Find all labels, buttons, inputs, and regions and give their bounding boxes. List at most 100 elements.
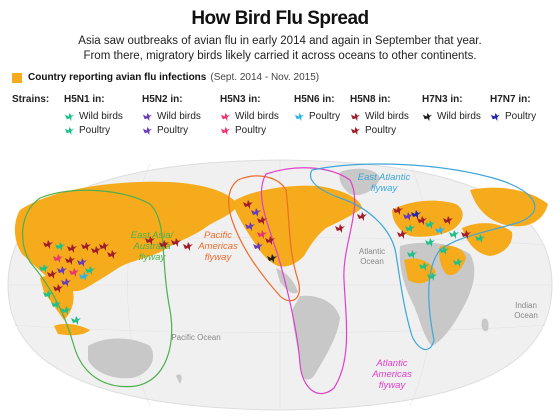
- east-asia-flyway: [22, 189, 173, 388]
- outbreak-bird-marker: [257, 230, 267, 239]
- bird-icon: [350, 112, 361, 121]
- pacific-ocean-label: Pacific Ocean: [171, 333, 220, 342]
- pacific-flyway-label-1: Pacific: [204, 230, 232, 241]
- strain-host-label: Wild birds: [79, 110, 123, 122]
- strain-host-row: Wild birds: [350, 109, 409, 123]
- outbreak-bird-marker: [425, 238, 435, 247]
- atlantic-flyway-label: Atlantic Americas flyway: [371, 358, 412, 391]
- strain-host-row: Poultry: [350, 123, 409, 137]
- outbreak-bird-marker: [57, 266, 67, 275]
- atlantic-ocean-label-2: Ocean: [360, 257, 384, 266]
- bird-icon: [220, 112, 231, 121]
- infection-legend: Country reporting avian flu infections (…: [12, 72, 319, 83]
- east-asia-flyway-label: East Asia/ Australia flyway: [131, 230, 175, 263]
- outbreak-bird-marker: [53, 284, 63, 293]
- strain-host-row: Poultry: [220, 123, 279, 137]
- central-america: [276, 268, 298, 294]
- pacific-americas-flyway: [228, 175, 300, 302]
- strain-host-label: Wild birds: [365, 110, 409, 122]
- pacific-flyway-label-2: Americas: [197, 241, 238, 252]
- strain-host-row: Poultry: [142, 123, 201, 137]
- outbreak-bird-marker: [411, 210, 421, 219]
- indonesia-region: [54, 323, 90, 336]
- ocean-labels: Atlantic Ocean Pacific Ocean Indian Ocea…: [171, 247, 537, 342]
- strain-name: H7N7 in:: [490, 94, 531, 105]
- world-map: East Asia/ Australia flyway Pacific Amer…: [7, 159, 553, 411]
- outbreak-bird-marker: [253, 242, 263, 251]
- subtitle-line-2: From there, migratory birds likely carri…: [83, 50, 477, 62]
- outbreak-bird-marker: [107, 250, 117, 259]
- map-subtitle: Asia saw outbreaks of avian flu in early…: [0, 34, 560, 64]
- strain-h7n7: H7N7 in: Poultry: [490, 94, 536, 123]
- outbreak-bird-marker: [65, 256, 75, 265]
- strain-host-label: Poultry: [79, 124, 111, 136]
- outbreak-bird-marker: [439, 246, 449, 255]
- bird-icon: [142, 112, 153, 121]
- outbreak-bird-marker: [475, 234, 485, 243]
- outbreak-bird-marker: [53, 254, 63, 263]
- outbreak-bird-marker: [397, 230, 407, 239]
- outbreak-bird-marker: [61, 306, 71, 315]
- atlantic-americas-flyway: [260, 167, 356, 394]
- outbreak-bird-marker: [99, 242, 109, 251]
- outbreak-bird-marker: [417, 216, 427, 225]
- greenland: [339, 168, 380, 196]
- bird-icon: [294, 112, 305, 121]
- outbreak-bird-marker: [443, 216, 453, 225]
- outbreak-bird-marker: [449, 230, 459, 239]
- outbreak-bird-marker: [171, 238, 181, 247]
- outbreak-bird-marker: [55, 242, 65, 251]
- outbreak-bird-marker: [425, 220, 435, 229]
- strain-host-label: Wild birds: [437, 110, 481, 122]
- east-atlantic-flyway-label-2: flyway: [371, 183, 399, 194]
- outbreak-bird-marker: [71, 316, 81, 325]
- japan-region: [110, 246, 124, 264]
- east-atlantic-flyway-label: East Atlantic flyway: [358, 172, 411, 194]
- strain-host-row: Wild birds: [142, 109, 201, 123]
- strain-name: H5N6 in:: [294, 94, 335, 105]
- strain-host-row: Wild birds: [220, 109, 279, 123]
- strain-host-row: Poultry: [64, 123, 123, 137]
- bird-icon: [350, 126, 361, 135]
- strain-name: H5N1 in:: [64, 94, 105, 105]
- outbreak-bird-marker: [265, 236, 275, 245]
- outbreak-bird-marker: [357, 212, 367, 221]
- strain-host-label: Poultry: [309, 110, 341, 122]
- strain-h7n3: H7N3 in: Wild birds: [422, 94, 481, 123]
- outbreak-bird-marker: [91, 246, 101, 255]
- legend-swatch: [12, 72, 22, 83]
- australia-region: [88, 338, 154, 379]
- outbreak-bird-marker: [257, 216, 267, 225]
- outbreak-bird-marker: [267, 254, 277, 263]
- east-asia-flyway-label-2: Australia: [133, 241, 171, 252]
- outbreak-bird-marker: [251, 208, 261, 217]
- atlantic-ocean-label-1: Atlantic: [359, 247, 385, 256]
- outbreak-bird-marker: [427, 272, 437, 281]
- outbreak-bird-marker: [51, 300, 61, 309]
- outbreak-bird-marker: [43, 290, 53, 299]
- outbreak-bird-marker: [419, 262, 429, 271]
- pacific-flyway-label-3: flyway: [205, 252, 233, 263]
- strain-host-label: Poultry: [157, 124, 189, 136]
- outbreak-bird-marker: [405, 224, 415, 233]
- east-russia-region: [470, 187, 548, 227]
- strain-h5n1: H5N1 in: Wild birds Poultry: [64, 94, 123, 137]
- strain-name: H7N3 in:: [422, 94, 463, 105]
- legend-note: (Sept. 2014 - Nov. 2015): [210, 72, 320, 83]
- subtitle-line-1: Asia saw outbreaks of avian flu in early…: [78, 35, 482, 47]
- strain-host-row: Poultry: [490, 109, 536, 123]
- strain-host-label: Poultry: [235, 124, 267, 136]
- outbreak-bird-marker: [67, 244, 77, 253]
- madagascar: [481, 318, 489, 332]
- bird-icon: [220, 126, 231, 135]
- bird-icon: [142, 126, 153, 135]
- strain-host-row: Wild birds: [64, 109, 123, 123]
- outbreak-bird-marker: [245, 222, 255, 231]
- map-title: How Bird Flu Spread: [191, 8, 369, 29]
- outbreak-markers: [39, 200, 485, 325]
- strain-host-label: Poultry: [365, 124, 397, 136]
- strain-name: H5N8 in:: [350, 94, 391, 105]
- outbreak-bird-marker: [159, 240, 169, 249]
- strain-h5n3: H5N3 in: Wild birds Poultry: [220, 94, 279, 137]
- east-atlantic-flyway: [309, 163, 536, 351]
